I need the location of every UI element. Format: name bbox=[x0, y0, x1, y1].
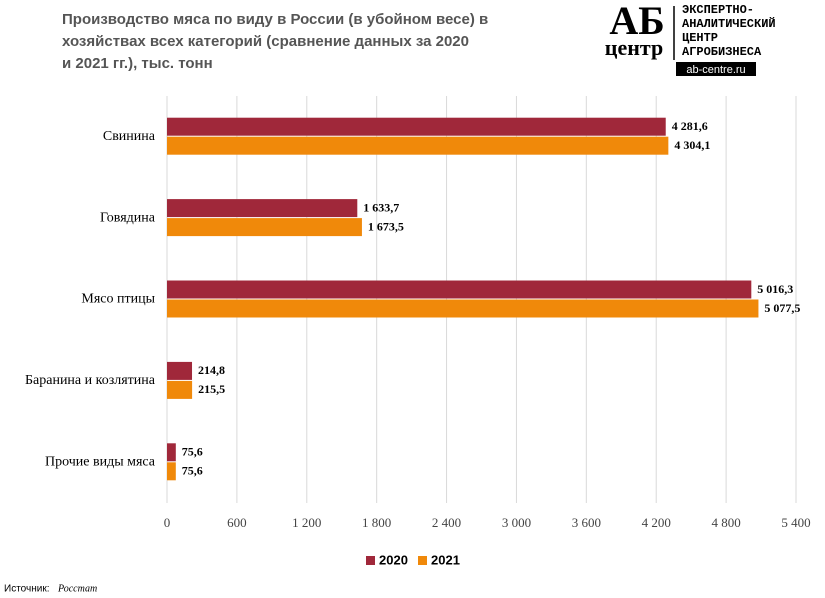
legend-swatch bbox=[366, 556, 375, 565]
logo-site: ab-centre.ru bbox=[686, 64, 745, 76]
y-tick-label: Говядина bbox=[100, 210, 156, 225]
y-tick-label: Свинина bbox=[103, 129, 156, 144]
bar bbox=[167, 443, 176, 462]
value-label: 75,6 bbox=[182, 445, 203, 459]
value-label: 1 673,5 bbox=[368, 219, 404, 233]
x-tick-label: 2 400 bbox=[432, 515, 461, 530]
x-tick-label: 600 bbox=[227, 515, 247, 530]
value-label: 5 077,5 bbox=[764, 301, 800, 315]
x-tick-label: 4 800 bbox=[711, 515, 740, 530]
bar bbox=[167, 462, 176, 481]
logo-text: ЭКСПЕРТНО- bbox=[682, 3, 754, 17]
bar bbox=[167, 380, 193, 399]
bar bbox=[167, 280, 752, 299]
source-label: Источник: bbox=[4, 584, 49, 595]
bar bbox=[167, 136, 669, 155]
value-label: 4 304,1 bbox=[674, 138, 710, 152]
x-tick-label: 3 000 bbox=[502, 515, 531, 530]
value-label: 214,8 bbox=[198, 363, 225, 377]
logo-site-bg bbox=[676, 62, 756, 76]
logo: АБ центр ЭКСПЕРТНО- АНАЛИТИЧЕСКИЙ ЦЕНТР … bbox=[605, 0, 776, 76]
logo-text: АГРОБИЗНЕСА bbox=[682, 45, 762, 59]
source: Росстат bbox=[57, 583, 97, 594]
x-tick-label: 5 400 bbox=[781, 515, 810, 530]
bar bbox=[167, 299, 759, 318]
logo-text: ЦЕНТР bbox=[682, 31, 718, 45]
chart-title: хозяйствах всех категорий (сравнение дан… bbox=[62, 33, 469, 50]
value-label: 1 633,7 bbox=[363, 200, 399, 214]
bar bbox=[167, 361, 193, 380]
logo-text: АНАЛИТИЧЕСКИЙ bbox=[682, 16, 776, 31]
bar bbox=[167, 199, 358, 218]
bar bbox=[167, 218, 362, 237]
x-tick-label: 4 200 bbox=[642, 515, 671, 530]
logo-mark: АБ bbox=[609, 0, 664, 43]
logo-mark: центр bbox=[605, 35, 663, 60]
value-label: 5 016,3 bbox=[757, 282, 793, 296]
value-label: 4 281,6 bbox=[672, 119, 708, 133]
legend-label: 2021 bbox=[431, 552, 460, 567]
y-tick-label: Мясо птицы bbox=[81, 292, 155, 307]
x-tick-label: 1 800 bbox=[362, 515, 391, 530]
y-tick-label: Баранина и козлятина bbox=[25, 373, 156, 388]
legend-label: 2020 bbox=[379, 552, 408, 567]
x-tick-label: 3 600 bbox=[572, 515, 601, 530]
y-tick-label: Прочие виды мяса bbox=[45, 455, 156, 470]
x-tick-label: 1 200 bbox=[292, 515, 321, 530]
value-label: 215,5 bbox=[198, 382, 225, 396]
legend-swatch bbox=[418, 556, 427, 565]
chart-title: Производство мяса по виду в России (в уб… bbox=[62, 11, 488, 28]
x-tick-label: 0 bbox=[164, 515, 171, 530]
value-label: 75,6 bbox=[182, 464, 203, 478]
bar bbox=[167, 117, 666, 136]
chart-title: и 2021 гг.), тыс. тонн bbox=[62, 55, 213, 72]
